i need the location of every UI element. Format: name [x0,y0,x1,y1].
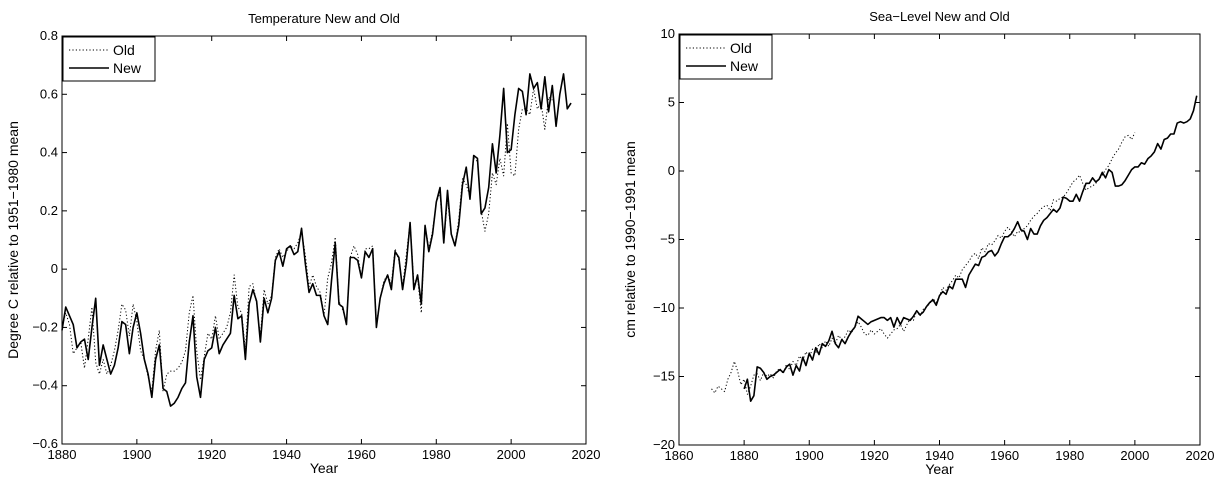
y-tick-label: 0.2 [40,203,58,218]
x-tick-label: 1980 [1055,448,1084,463]
series-line-new [743,95,1198,402]
x-tick-label: 1960 [990,448,1019,463]
x-tick-label: 1940 [925,448,954,463]
chart-panel-2: Sea−Level New and Old 1860 1880 1900 1920 194… [622,9,1214,477]
y-tick-label: −20 [653,437,675,452]
y-tick-label: −10 [653,300,675,315]
x-tick-label: 1900 [795,448,824,463]
legend: Old New [679,34,773,80]
series-line-old [61,87,553,393]
plot-area-border [678,33,1201,446]
x-tick-label: 1980 [422,447,451,462]
chart-panel-1: Temperature New and Old 1880 1900 1920 1940 1… [5,11,600,476]
y-tick-label: −0.4 [32,378,58,393]
plot-area-border [61,35,587,445]
y-tick-label: 0.6 [40,86,58,101]
chart-title: Sea−Level New and Old [869,9,1010,24]
x-tick-label: 1960 [347,447,376,462]
y-tick-label: 0.8 [40,28,58,43]
x-tick-label: 1920 [860,448,889,463]
y-tick-label: −5 [660,232,675,247]
x-axis-label: Year [310,460,339,476]
y-tick-label: 0.4 [40,145,58,160]
y-tick-label: −0.6 [32,436,58,451]
x-tick-label: 1860 [665,448,694,463]
x-tick-label: 1920 [197,447,226,462]
y-axis-label: Degree C relative to 1951−1980 mean [5,121,21,359]
legend-label-new: New [730,58,759,74]
x-tick-label: 1880 [48,447,77,462]
legend: Old New [62,36,156,82]
y-tick-label: 10 [661,26,675,41]
series-line-old [711,132,1136,395]
x-tick-label: 1900 [122,447,151,462]
y-tick-label: −15 [653,369,675,384]
legend-box [679,34,773,80]
legend-label-old: Old [113,42,135,58]
legend-box [62,36,156,82]
y-tick-label: 5 [668,95,675,110]
y-tick-label: −0.2 [32,319,58,334]
legend-label-new: New [113,60,142,76]
y-axis-label: cm relative to 1990−1991 mean [622,141,638,338]
x-axis-label: Year [925,461,954,477]
x-tick-label: 2000 [1120,448,1149,463]
chart-title: Temperature New and Old [248,11,400,26]
x-tick-label: 1880 [730,448,759,463]
legend-label-old: Old [730,40,752,56]
x-tick-label: 2000 [497,447,526,462]
y-tick-label: 0 [668,163,675,178]
y-tick-label: 0 [51,261,58,276]
x-tick-label: 2020 [1186,448,1215,463]
x-tick-label: 2020 [572,447,601,462]
x-tick-label: 1940 [272,447,301,462]
series-line-new [61,73,572,407]
